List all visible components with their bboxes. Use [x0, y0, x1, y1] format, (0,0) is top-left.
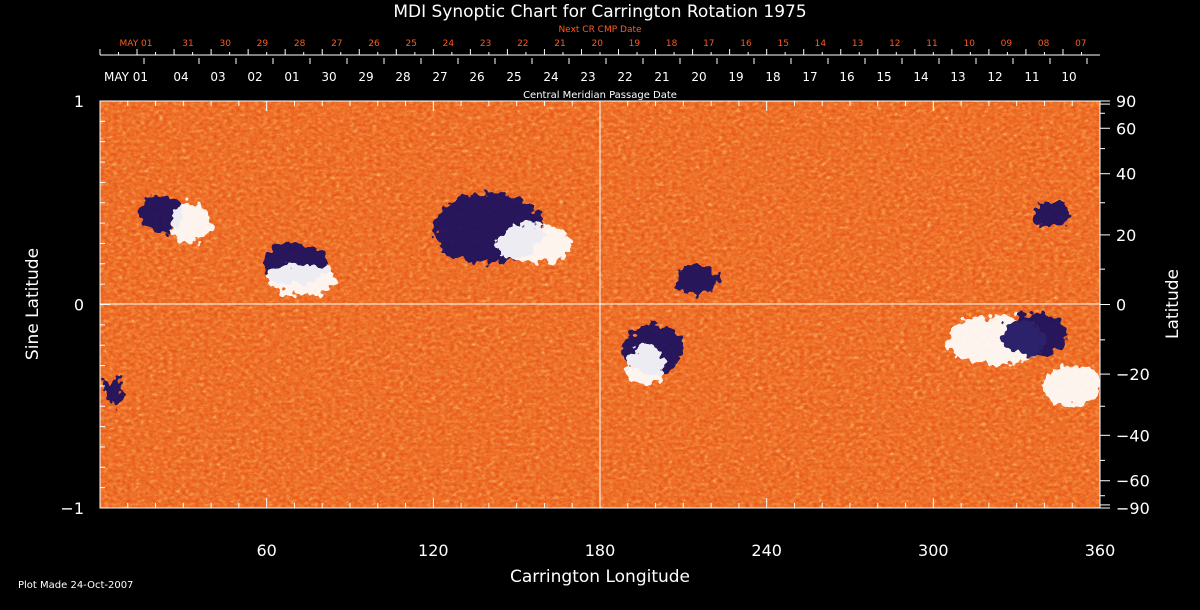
y-tick-label-right: −60: [1116, 472, 1150, 491]
cmp-tick-label: 16: [839, 70, 854, 84]
next-cr-tick-label: 16: [740, 39, 752, 49]
next-cr-tick-label: 08: [1038, 39, 1050, 49]
next-cr-tick-label: 28: [294, 39, 306, 49]
cmp-tick-label: 01: [284, 70, 299, 84]
cmp-tick-label: 14: [913, 70, 928, 84]
cmp-tick-label: 24: [543, 70, 558, 84]
cmp-tick-label: 29: [358, 70, 373, 84]
cmp-tick-label: 30: [321, 70, 336, 84]
y-axis-right: 90 60 40 20 0 −20 −40 −60 −90: [1100, 92, 1150, 518]
next-cr-label: Next CR CMP Date: [558, 25, 642, 35]
y-tick-label-left: 0: [74, 296, 84, 315]
next-cr-tick-label: 09: [1001, 39, 1013, 49]
next-cr-tick-label: 31: [182, 39, 193, 49]
next-cr-tick-label: MAY 01: [119, 39, 152, 49]
y-tick-label-right: −20: [1116, 365, 1150, 384]
cmp-tick-label: 18: [765, 70, 780, 84]
next-cr-tick-label: 20: [591, 39, 603, 49]
cmp-tick-label: 22: [617, 70, 632, 84]
cmp-label: Central Meridian Passage Date: [523, 90, 677, 101]
x-tick-label: 180: [585, 541, 616, 560]
positive-polarity-region: [266, 263, 337, 295]
x-axis-label: Carrington Longitude: [510, 567, 690, 587]
cmp-tick-label: MAY 01: [104, 70, 148, 84]
next-cr-tick-label: 14: [815, 39, 827, 49]
next-cr-tick-label: 11: [926, 39, 937, 49]
cmp-tick-label: 11: [1024, 70, 1039, 84]
negative-polarity-region: [105, 375, 123, 407]
x-tick-label: 240: [751, 541, 782, 560]
next-cr-tick-label: 12: [889, 39, 900, 49]
next-cr-tick-label: 29: [257, 39, 269, 49]
cmp-tick-label: 04: [173, 70, 188, 84]
cmp-tick-label: 26: [469, 70, 484, 84]
cmp-tick-label: 12: [987, 70, 1002, 84]
plot-made-note: Plot Made 24-Oct-2007: [18, 580, 134, 591]
y-axis-left: 1 0 −1: [60, 92, 110, 518]
y-tick-label-left: 1: [74, 92, 84, 111]
positive-polarity-region: [497, 223, 573, 264]
x-tick-label: 360: [1085, 541, 1116, 560]
cmp-tick-label: 02: [247, 70, 262, 84]
y-tick-label-right: 40: [1116, 165, 1136, 184]
next-cr-tick-label: 19: [629, 39, 641, 49]
cmp-tick-label: 10: [1061, 70, 1076, 84]
positive-polarity-region: [169, 202, 212, 244]
x-tick-label: 60: [256, 541, 276, 560]
next-cr-tick-label: 21: [554, 39, 565, 49]
next-cr-tick-label: 23: [480, 39, 491, 49]
cmp-tick-label: 23: [580, 70, 595, 84]
next-cr-tick-label: 24: [443, 39, 455, 49]
cmp-tick-label: 15: [876, 70, 891, 84]
next-cr-tick-label: 25: [405, 39, 416, 49]
cmp-tick-label: 20: [691, 70, 706, 84]
negative-polarity-region: [677, 263, 717, 295]
next-cr-tick-label: 30: [219, 39, 231, 49]
next-cr-tick-label: 07: [1075, 39, 1086, 49]
chart-title: MDI Synoptic Chart for Carrington Rotati…: [393, 2, 807, 22]
y-tick-label-right: −40: [1116, 426, 1150, 445]
y-tick-label-right: 20: [1116, 226, 1136, 245]
cmp-tick-label: 21: [654, 70, 669, 84]
y-tick-label-right: 0: [1116, 296, 1126, 315]
next-cr-tick-label: 10: [963, 39, 975, 49]
cmp-tick-label: 13: [950, 70, 965, 84]
x-tick-label: 120: [418, 541, 449, 560]
negative-polarity-region: [1002, 314, 1067, 356]
next-cr-tick-label: 27: [331, 39, 342, 49]
next-cr-tick-label: 15: [777, 39, 788, 49]
negative-polarity-region: [1033, 202, 1073, 228]
cmp-tick-label: 17: [802, 70, 817, 84]
next-cr-tick-label: 17: [703, 39, 714, 49]
positive-polarity-region: [627, 345, 664, 386]
cmp-tick-label: 27: [432, 70, 447, 84]
next-cr-ticks: MAY 01 31 30 29 28 27 26 25 24 23 22 21 20 19 18 17 16 15…: [99, 39, 1087, 55]
y-axis-left-label: Sine Latitude: [23, 248, 43, 360]
y-tick-label-left: −1: [60, 499, 84, 518]
x-axis: 60 120 180 240 300 360: [127, 101, 1116, 560]
y-tick-label-right: −90: [1116, 499, 1150, 518]
next-cr-tick-label: 13: [852, 39, 863, 49]
cmp-date-ticks: MAY 01 04 03 02 01 30 29 28 27 26 25 24 23 22 21 20 19 18…: [104, 58, 1088, 84]
positive-polarity-region: [1044, 365, 1100, 407]
y-tick-label-right: 60: [1116, 119, 1136, 138]
cmp-tick-label: 19: [728, 70, 743, 84]
next-cr-tick-label: 18: [666, 39, 678, 49]
cmp-tick-label: 28: [395, 70, 410, 84]
next-cr-tick-label: 22: [517, 39, 528, 49]
cmp-tick-label: 25: [506, 70, 521, 84]
y-tick-label-right: 90: [1116, 92, 1136, 111]
y-axis-right-label: Latitude: [1163, 269, 1183, 339]
x-tick-label: 300: [918, 541, 949, 560]
next-cr-tick-label: 26: [368, 39, 380, 49]
cmp-tick-label: 03: [210, 70, 225, 84]
